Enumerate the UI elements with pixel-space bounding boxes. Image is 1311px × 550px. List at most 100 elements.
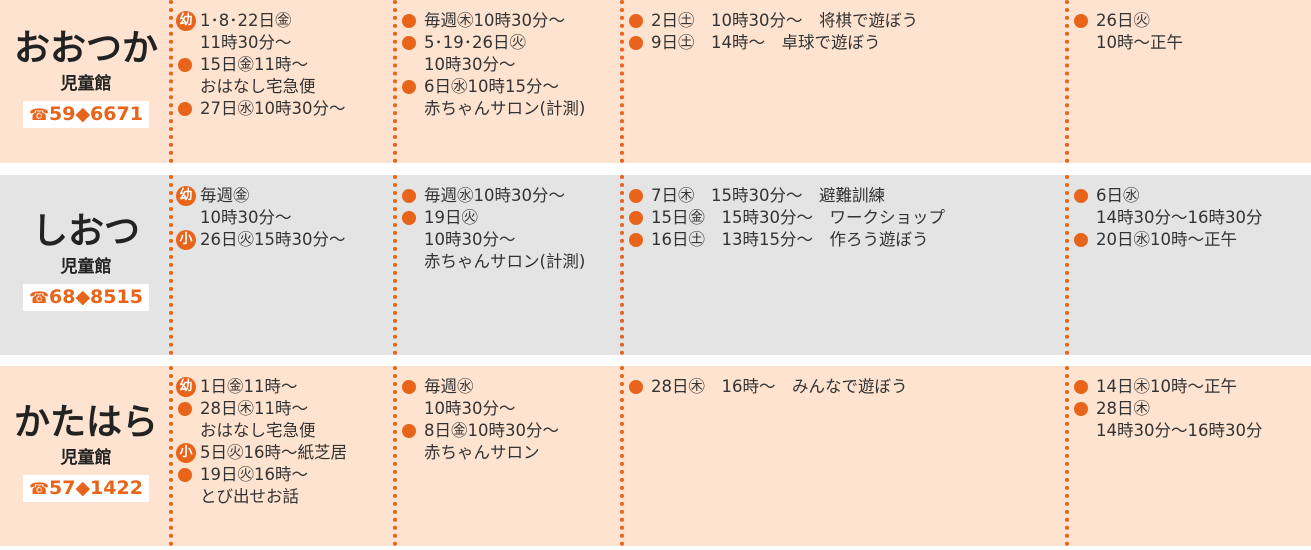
line: 10時30分～: [200, 208, 292, 227]
line: 15日㊎ 15時30分～ ワークショップ: [651, 208, 945, 227]
line: 28日㊍: [1096, 399, 1150, 418]
bullet: [629, 380, 643, 394]
tel: ☎57◆1422: [23, 475, 149, 502]
cell: 幼 1･8･22日㊎ 11時30分～ 15日㊎11時～ おはなし宅急便 27日㊌10時30…: [176, 10, 396, 120]
tel: ☎59◆6671: [23, 100, 149, 128]
item: 20日㊌10時～正午: [1072, 229, 1311, 251]
cell: 幼毎週㊎ 10時30分～小 26日㊋15時30分～: [176, 185, 396, 251]
cell: 28日㊍ 16時～ みんなで遊ぼう: [627, 376, 1067, 398]
badge: 小: [176, 443, 196, 463]
separator: [1065, 0, 1069, 163]
bullet: [402, 424, 416, 438]
name: かたはら: [13, 402, 158, 443]
item: 小 5日㊋16時～紙芝居: [176, 442, 396, 464]
line: 14時30分～16時30分: [1096, 421, 1263, 440]
item: 27日㊌10時30分～: [176, 98, 396, 120]
line: 6日㊌: [1096, 186, 1140, 205]
badge: 小: [176, 230, 196, 250]
item: 幼 1日㊎11時～: [176, 376, 396, 398]
facility-name: かたはら 児童館 ☎57◆1422: [0, 401, 172, 502]
line: 6日㊌10時15分～: [424, 77, 559, 96]
separator: [393, 0, 397, 163]
tel-wrap: ☎57◆1422: [0, 475, 172, 502]
separator: [393, 175, 397, 355]
item: 8日㊎10時30分～ 赤ちゃんサロン: [400, 420, 624, 464]
line: 10時30分～: [424, 399, 516, 418]
row: しおつ 児童館 ☎68◆8515 幼毎週㊎ 10時30分～小 26日㊋15時30分～ 毎週㊌…: [0, 175, 1311, 355]
line: 14時30分～16時30分: [1096, 208, 1263, 227]
separator: [393, 366, 397, 546]
tel-wrap: ☎68◆8515: [0, 284, 172, 311]
facility-name: しおつ 児童館 ☎68◆8515: [0, 210, 172, 311]
name: おおつか: [13, 27, 158, 69]
bullet: [402, 380, 416, 394]
cell: 14日㊍10時～正午 28日㊍ 14時30分～16時30分: [1072, 376, 1311, 442]
line: 10時30分～: [424, 230, 516, 249]
line: 毎週㊌10時30分～: [424, 186, 565, 205]
item: 6日㊌10時15分～ 赤ちゃんサロン(計測): [400, 76, 624, 120]
tel-wrap: ☎59◆6671: [0, 100, 172, 128]
tel-number: 57◆1422: [49, 477, 143, 499]
separator: [1065, 366, 1069, 546]
separator: [1065, 175, 1069, 355]
cell: 幼 1日㊎11時～ 28日㊍11時～ おはなし宅急便小 5日㊋16時～紙芝居 19日㊋16…: [176, 376, 396, 508]
cell: 7日㊍ 15時30分～ 避難訓練 15日㊎ 15時30分～ ワークショップ 16日㊏…: [627, 185, 1067, 251]
line: 19日㊋: [424, 208, 478, 227]
row: おおつか児童館 ☎59◆6671 幼 1･8･22日㊎ 11時30分～ 15日㊎11時～ お…: [0, 0, 1311, 163]
line: 5･19･26日㊋: [424, 33, 526, 52]
bullet: [629, 233, 643, 247]
line: 14日㊍10時～正午: [1096, 377, 1237, 396]
line: 28日㊍11時～: [200, 399, 308, 418]
bullet: [1074, 14, 1088, 28]
name: しおつ: [31, 211, 140, 252]
bullet: [1074, 402, 1088, 416]
separator: [169, 0, 173, 163]
item: 5･19･26日㊋ 10時30分～: [400, 32, 624, 76]
bullet: [629, 189, 643, 203]
badge: 幼: [176, 11, 196, 31]
line: 5日㊋16時～紙芝居: [200, 443, 347, 462]
line: 1･8･22日㊎: [200, 11, 292, 30]
cell: 毎週㊌10時30分～ 19日㊋ 10時30分～ 赤ちゃんサロン(計測): [400, 185, 624, 273]
line: 27日㊌10時30分～: [200, 99, 346, 118]
separator: [620, 366, 624, 546]
cell: 2日㊏ 10時30分～ 将棋で遊ぼう 9日㊏ 14時～ 卓球で遊ぼう: [627, 10, 1067, 54]
item: 14日㊍10時～正午: [1072, 376, 1311, 398]
item: 19日㊋ 10時30分～ 赤ちゃんサロン(計測): [400, 207, 624, 273]
facility: 児童館: [60, 73, 112, 94]
bullet: [629, 14, 643, 28]
badge: 幼: [176, 377, 196, 397]
bullet: [178, 102, 192, 116]
line: 15日㊎11時～: [200, 55, 308, 74]
bullet: [178, 58, 192, 72]
bullet: [629, 36, 643, 50]
separator: [620, 175, 624, 355]
line: 16日㊏ 13時15分～ 作ろう遊ぼう: [651, 230, 929, 249]
line: 1日㊎11時～: [200, 377, 298, 396]
item: 幼 1･8･22日㊎ 11時30分～: [176, 10, 396, 54]
line: 赤ちゃんサロン: [424, 443, 540, 462]
tel-number: 59◆6671: [49, 102, 143, 125]
bullet: [1074, 233, 1088, 247]
line: おはなし宅急便: [200, 421, 316, 440]
cell: 毎週㊌ 10時30分～ 8日㊎10時30分～ 赤ちゃんサロン: [400, 376, 624, 464]
line: 8日㊎10時30分～: [424, 421, 559, 440]
item: 16日㊏ 13時15分～ 作ろう遊ぼう: [627, 229, 1067, 251]
line: 9日㊏ 14時～ 卓球で遊ぼう: [651, 33, 881, 52]
bullet: [629, 211, 643, 225]
line: 28日㊍ 16時～ みんなで遊ぼう: [651, 377, 908, 396]
separator: [169, 175, 173, 355]
bullet: [402, 189, 416, 203]
line: 赤ちゃんサロン(計測): [424, 99, 586, 118]
badge: 幼: [176, 186, 196, 206]
bullet: [178, 468, 192, 482]
line: おはなし宅急便: [200, 77, 316, 96]
line: 19日㊋16時～: [200, 465, 308, 484]
line: 毎週㊍10時30分～: [424, 11, 565, 30]
line: 毎週㊌: [424, 377, 474, 396]
phone-icon: ☎: [29, 288, 49, 307]
bullet: [1074, 189, 1088, 203]
separator: [620, 0, 624, 163]
item: 毎週㊍10時30分～: [400, 10, 624, 32]
